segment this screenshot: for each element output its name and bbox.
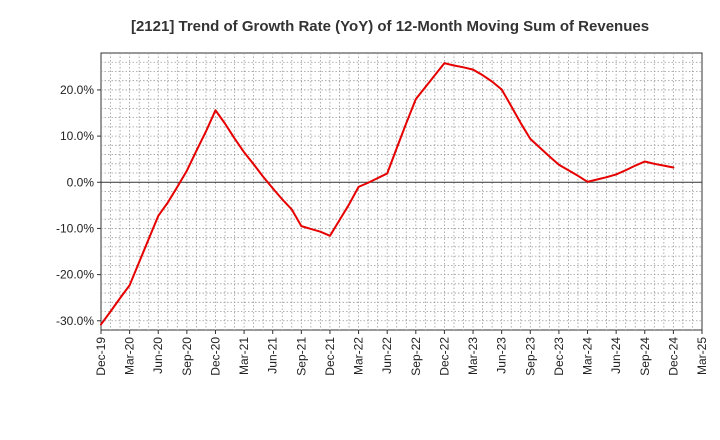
x-tick-label: Dec-24 <box>666 337 680 376</box>
x-tick-label: Mar-22 <box>352 337 366 375</box>
x-tick-label: Jun-20 <box>151 337 165 374</box>
x-tick-label: Dec-20 <box>208 337 222 376</box>
x-tick-label: Dec-23 <box>552 337 566 376</box>
x-tick-label: Sep-21 <box>294 337 308 376</box>
x-tick-label: Jun-23 <box>495 337 509 374</box>
x-tick-label: Mar-20 <box>123 337 137 375</box>
y-axis: 20.0% 10.0% 0.0% -10.0% -20.0% -30.0% <box>56 83 101 328</box>
chart-title: [2121] Trend of Growth Rate (YoY) of 12-… <box>131 18 649 35</box>
y-tick-label: -10.0% <box>56 221 94 235</box>
y-tick-label: 10.0% <box>60 129 94 143</box>
x-tick-label: Dec-22 <box>437 337 451 376</box>
x-tick-label: Dec-19 <box>94 337 108 376</box>
y-tick-label: -20.0% <box>56 268 94 282</box>
series-line <box>100 62 675 326</box>
x-tick-label: Sep-23 <box>523 337 537 376</box>
x-tick-label: Jun-21 <box>266 337 280 374</box>
gridlines <box>101 53 702 330</box>
x-tick-label: Mar-24 <box>581 337 595 375</box>
x-tick-label: Mar-23 <box>466 337 480 375</box>
x-tick-label: Mar-25 <box>695 337 709 375</box>
y-tick-label: -30.0% <box>56 314 94 328</box>
x-tick-label: Jun-22 <box>380 337 394 374</box>
x-axis: Dec-19 Mar-20 Jun-20 Sep-20 Dec-20 Mar-21 Jun-… <box>94 330 709 376</box>
x-tick-label: Sep-22 <box>409 337 423 376</box>
x-tick-label: Mar-21 <box>237 337 251 375</box>
x-tick-label: Jun-24 <box>609 337 623 374</box>
y-tick-label: 0.0% <box>67 175 95 189</box>
x-tick-label: Dec-21 <box>323 337 337 376</box>
series-layer <box>100 62 675 326</box>
x-tick-label: Sep-24 <box>638 337 652 376</box>
plot-area <box>100 52 703 331</box>
x-tick-label: Sep-20 <box>180 337 194 376</box>
y-tick-label: 20.0% <box>60 83 94 97</box>
